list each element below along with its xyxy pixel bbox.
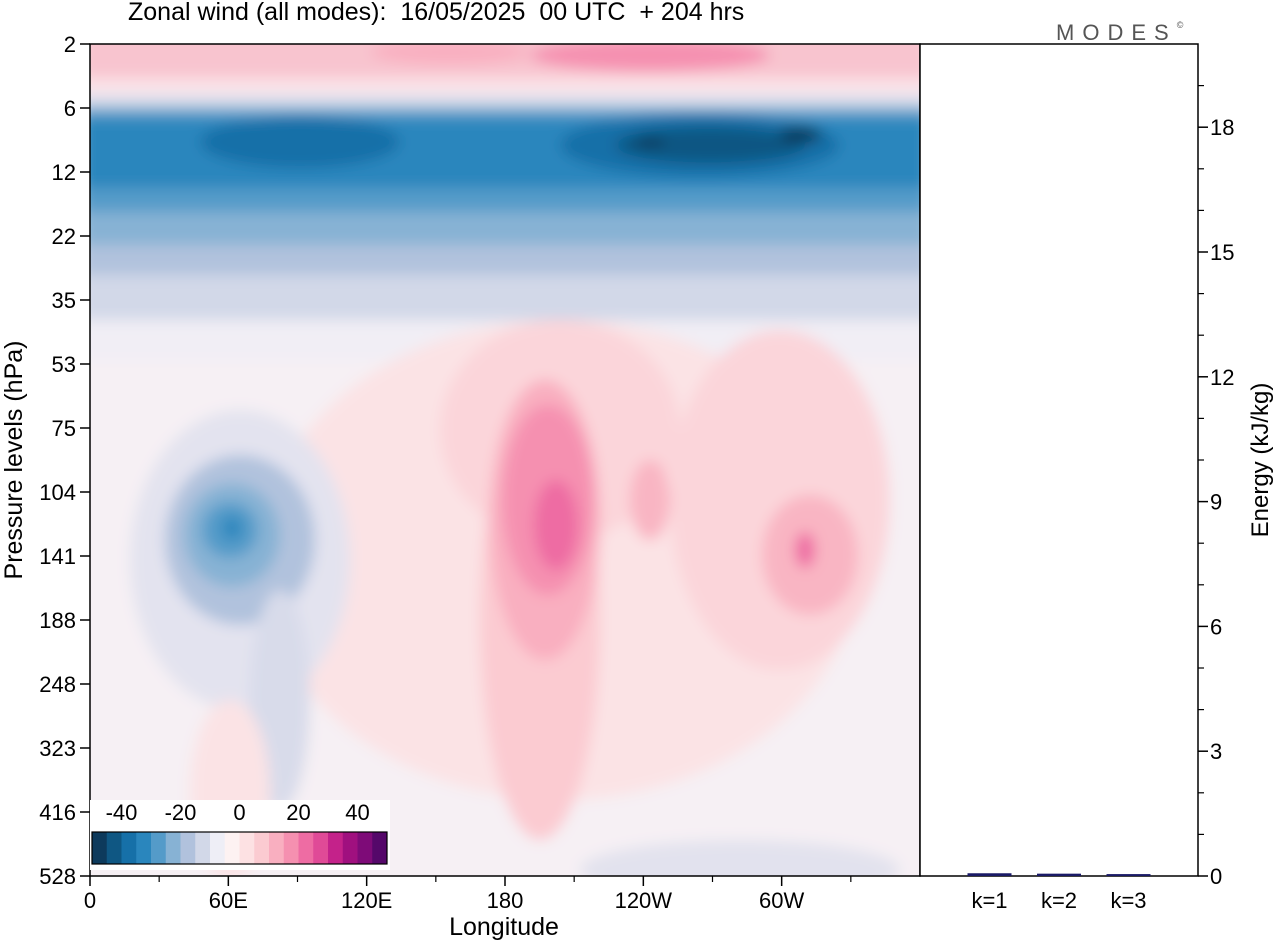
colorbar-swatch <box>92 832 108 864</box>
y-axis-label: Pressure levels (hPa) <box>0 341 28 580</box>
energy-frame <box>919 43 1199 877</box>
pressure-tick-label: 2 <box>64 32 76 57</box>
energy-bar <box>1037 873 1081 876</box>
energy-tick-label: 3 <box>1210 739 1222 764</box>
colorbar-swatch <box>239 832 255 864</box>
pressure-tick-label: 75 <box>52 416 76 441</box>
colorbar-swatch <box>165 832 181 864</box>
energy-tick-label: 18 <box>1210 115 1234 140</box>
colorbar-swatch <box>136 832 152 864</box>
colorbar-swatch <box>342 832 358 864</box>
energy-tick-label: 0 <box>1210 864 1222 889</box>
longitude-axis: 0 60E 120E 180 120W 60W <box>84 876 852 913</box>
pressure-tick-label: 323 <box>39 736 76 761</box>
pressure-tick-label: 104 <box>39 480 76 505</box>
colorbar-swatch <box>210 832 226 864</box>
pressure-tick-label: 22 <box>52 224 76 249</box>
pressure-axis: 2 6 12 22 35 53 75 104 141 188 248 323 416 528 <box>39 32 90 889</box>
pressure-tick-label: 188 <box>39 608 76 633</box>
pressure-tick-label: 248 <box>39 672 76 697</box>
colorbar-tick-label: -20 <box>165 800 197 825</box>
colorbar-swatch <box>357 832 373 864</box>
colorbar-tick-label: 0 <box>233 800 245 825</box>
colorbar-frame <box>91 831 388 865</box>
energy-axis: 0 3 6 9 12 15 18 <box>1198 84 1234 889</box>
colorbar-swatch <box>372 832 388 864</box>
pressure-tick-label: 12 <box>52 160 76 185</box>
colorbar-swatch <box>313 832 329 864</box>
energy-tick-label: 12 <box>1210 365 1234 390</box>
colorbar-swatch <box>254 832 270 864</box>
energy-bar <box>967 873 1012 876</box>
colorbar-swatch <box>106 832 122 864</box>
colorbar-swatch <box>121 832 137 864</box>
colorbar-swatch <box>328 832 344 864</box>
energy-tick-label: 9 <box>1210 490 1222 515</box>
energy-axis-label: Energy (kJ/kg) <box>1247 383 1274 538</box>
energy-bar-plot: 0 3 6 9 12 15 18 k=1 k=2 k=3 Energy (kJ/kg) <box>919 43 1274 913</box>
colorbar-swatch <box>195 832 211 864</box>
colorbar-swatch <box>269 832 285 864</box>
longitude-tick-label: 60W <box>759 888 804 913</box>
colorbar-swatch <box>283 832 299 864</box>
energy-tick-label: 6 <box>1210 614 1222 639</box>
heatmap-plot: 2 6 12 22 35 53 75 104 141 188 248 323 416 528 0 60E 12… <box>0 32 921 941</box>
modes-logo: MODES© <box>1056 20 1184 45</box>
colorbar-swatch <box>298 832 314 864</box>
pressure-tick-label: 416 <box>39 800 76 825</box>
longitude-tick-label: 120E <box>341 888 392 913</box>
pressure-tick-label: 6 <box>64 96 76 121</box>
wavenumber-label: k=2 <box>1041 888 1077 913</box>
pressure-tick-label: 35 <box>52 288 76 313</box>
chart-title: Zonal wind (all modes): 16/05/2025 00 UT… <box>128 0 745 26</box>
colorbar-swatch <box>180 832 196 864</box>
pressure-tick-label: 141 <box>39 544 76 569</box>
colorbar: -40 -20 0 20 40 <box>90 800 390 870</box>
pressure-tick-label: 528 <box>39 864 76 889</box>
colorbar-swatch <box>224 832 240 864</box>
wind-field <box>90 44 920 876</box>
colorbar-tick-label: -40 <box>106 800 138 825</box>
longitude-tick-label: 60E <box>209 888 248 913</box>
longitude-tick-label: 120W <box>615 888 673 913</box>
wavenumber-label: k=3 <box>1110 888 1146 913</box>
colorbar-swatch <box>151 832 167 864</box>
longitude-tick-label: 180 <box>487 888 524 913</box>
pressure-tick-label: 53 <box>52 352 76 377</box>
longitude-tick-label: 0 <box>84 888 96 913</box>
colorbar-tick-label: 20 <box>286 800 310 825</box>
energy-tick-label: 15 <box>1210 240 1234 265</box>
energy-bar <box>1106 874 1151 876</box>
colorbar-tick-label: 40 <box>345 800 369 825</box>
wavenumber-label: k=1 <box>971 888 1007 913</box>
x-axis-label: Longitude <box>449 913 559 941</box>
wavenumber-axis: k=1 k=2 k=3 <box>971 888 1146 913</box>
